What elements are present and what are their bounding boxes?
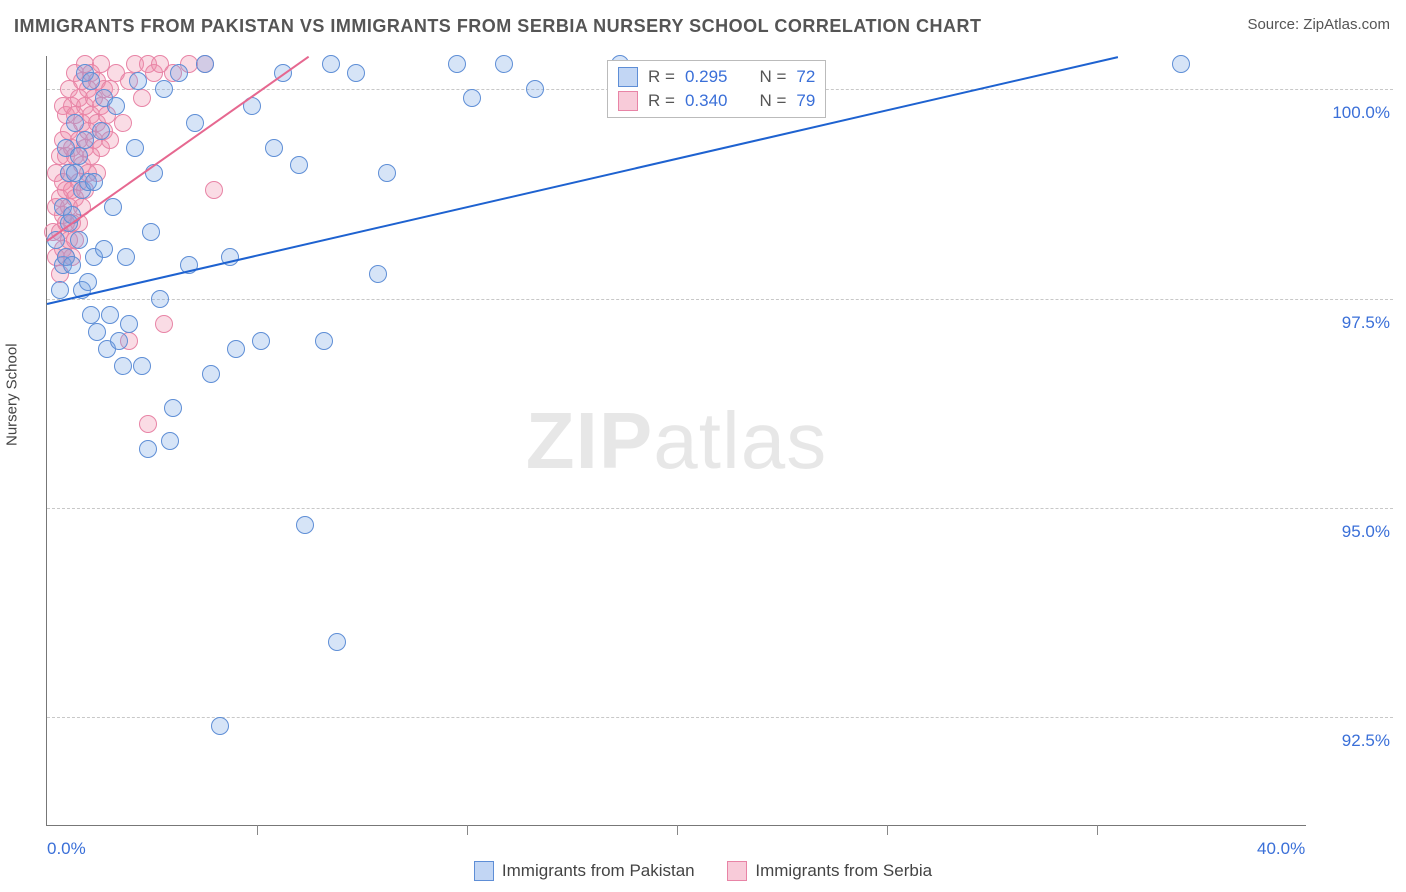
blue-marker <box>133 357 151 375</box>
blue-marker <box>110 332 128 350</box>
blue-marker <box>227 340 245 358</box>
blue-marker <box>369 265 387 283</box>
blue-marker <box>145 164 163 182</box>
blue-marker <box>76 131 94 149</box>
blue-marker <box>117 248 135 266</box>
legend-n-value: 72 <box>796 65 815 89</box>
blue-marker <box>322 55 340 73</box>
blue-marker <box>1172 55 1190 73</box>
x-tick <box>467 825 468 835</box>
blue-marker <box>315 332 333 350</box>
y-tick-label: 100.0% <box>1310 103 1390 123</box>
blue-marker <box>378 164 396 182</box>
legend-n-label: N = <box>759 65 786 89</box>
blue-marker <box>290 156 308 174</box>
blue-marker <box>63 256 81 274</box>
y-axis-title: Nursery School <box>4 343 21 446</box>
blue-marker <box>170 64 188 82</box>
blue-marker <box>155 80 173 98</box>
legend-row: R = 0.295 N = 72 <box>618 65 815 89</box>
blue-marker <box>265 139 283 157</box>
pink-marker <box>139 415 157 433</box>
x-tick <box>1097 825 1098 835</box>
blue-marker <box>196 55 214 73</box>
legend-r-value: 0.295 <box>685 65 728 89</box>
blue-marker <box>70 231 88 249</box>
legend-item-pakistan: Immigrants from Pakistan <box>474 861 695 881</box>
y-tick-label: 95.0% <box>1310 522 1390 542</box>
blue-marker <box>328 633 346 651</box>
blue-marker <box>252 332 270 350</box>
pink-marker <box>114 114 132 132</box>
legend-r-label: R = <box>648 65 675 89</box>
pink-marker <box>155 315 173 333</box>
x-tick <box>677 825 678 835</box>
blue-marker <box>211 717 229 735</box>
blue-marker <box>70 147 88 165</box>
legend-top: R = 0.295 N = 72 R = 0.340 N = 79 <box>607 60 826 118</box>
blue-marker <box>463 89 481 107</box>
legend-n-label: N = <box>759 89 786 113</box>
swatch-blue-icon <box>474 861 494 881</box>
y-tick-label: 92.5% <box>1310 731 1390 751</box>
legend-item-serbia: Immigrants from Serbia <box>727 861 932 881</box>
blue-marker <box>186 114 204 132</box>
swatch-pink-icon <box>618 91 638 111</box>
pink-marker <box>133 89 151 107</box>
x-tick <box>887 825 888 835</box>
blue-marker <box>347 64 365 82</box>
blue-marker <box>202 365 220 383</box>
x-tick-label: 40.0% <box>1257 839 1305 859</box>
blue-marker <box>79 273 97 291</box>
blue-marker <box>104 198 122 216</box>
legend-bottom: Immigrants from Pakistan Immigrants from… <box>0 861 1406 886</box>
blue-marker <box>161 432 179 450</box>
blue-marker <box>120 315 138 333</box>
blue-marker <box>448 55 466 73</box>
gridline <box>47 717 1393 718</box>
blue-marker <box>126 139 144 157</box>
legend-r-label: R = <box>648 89 675 113</box>
chart-title: IMMIGRANTS FROM PAKISTAN VS IMMIGRANTS F… <box>14 16 982 37</box>
blue-marker <box>92 122 110 140</box>
blue-marker <box>495 55 513 73</box>
blue-marker <box>139 440 157 458</box>
blue-trendline <box>47 56 1118 305</box>
blue-marker <box>526 80 544 98</box>
blue-marker <box>114 357 132 375</box>
blue-marker <box>82 306 100 324</box>
legend-label: Immigrants from Serbia <box>755 861 932 881</box>
blue-marker <box>129 72 147 90</box>
blue-marker <box>88 323 106 341</box>
swatch-blue-icon <box>618 67 638 87</box>
blue-marker <box>51 281 69 299</box>
x-tick-label: 0.0% <box>47 839 86 859</box>
blue-marker <box>296 516 314 534</box>
x-tick <box>257 825 258 835</box>
legend-n-value: 79 <box>796 89 815 113</box>
pink-marker <box>205 181 223 199</box>
blue-marker <box>142 223 160 241</box>
blue-marker <box>101 306 119 324</box>
watermark: ZIPatlas <box>526 395 827 487</box>
y-tick-label: 97.5% <box>1310 313 1390 333</box>
blue-marker <box>151 290 169 308</box>
gridline <box>47 508 1393 509</box>
gridline <box>47 299 1393 300</box>
swatch-pink-icon <box>727 861 747 881</box>
source-label: Source: ZipAtlas.com <box>1247 16 1390 33</box>
blue-marker <box>164 399 182 417</box>
plot-area: ZIPatlas 92.5%95.0%97.5%100.0%0.0%40.0%R… <box>46 56 1306 826</box>
legend-row: R = 0.340 N = 79 <box>618 89 815 113</box>
blue-marker <box>95 240 113 258</box>
legend-label: Immigrants from Pakistan <box>502 861 695 881</box>
blue-marker <box>85 173 103 191</box>
blue-marker <box>107 97 125 115</box>
legend-r-value: 0.340 <box>685 89 728 113</box>
